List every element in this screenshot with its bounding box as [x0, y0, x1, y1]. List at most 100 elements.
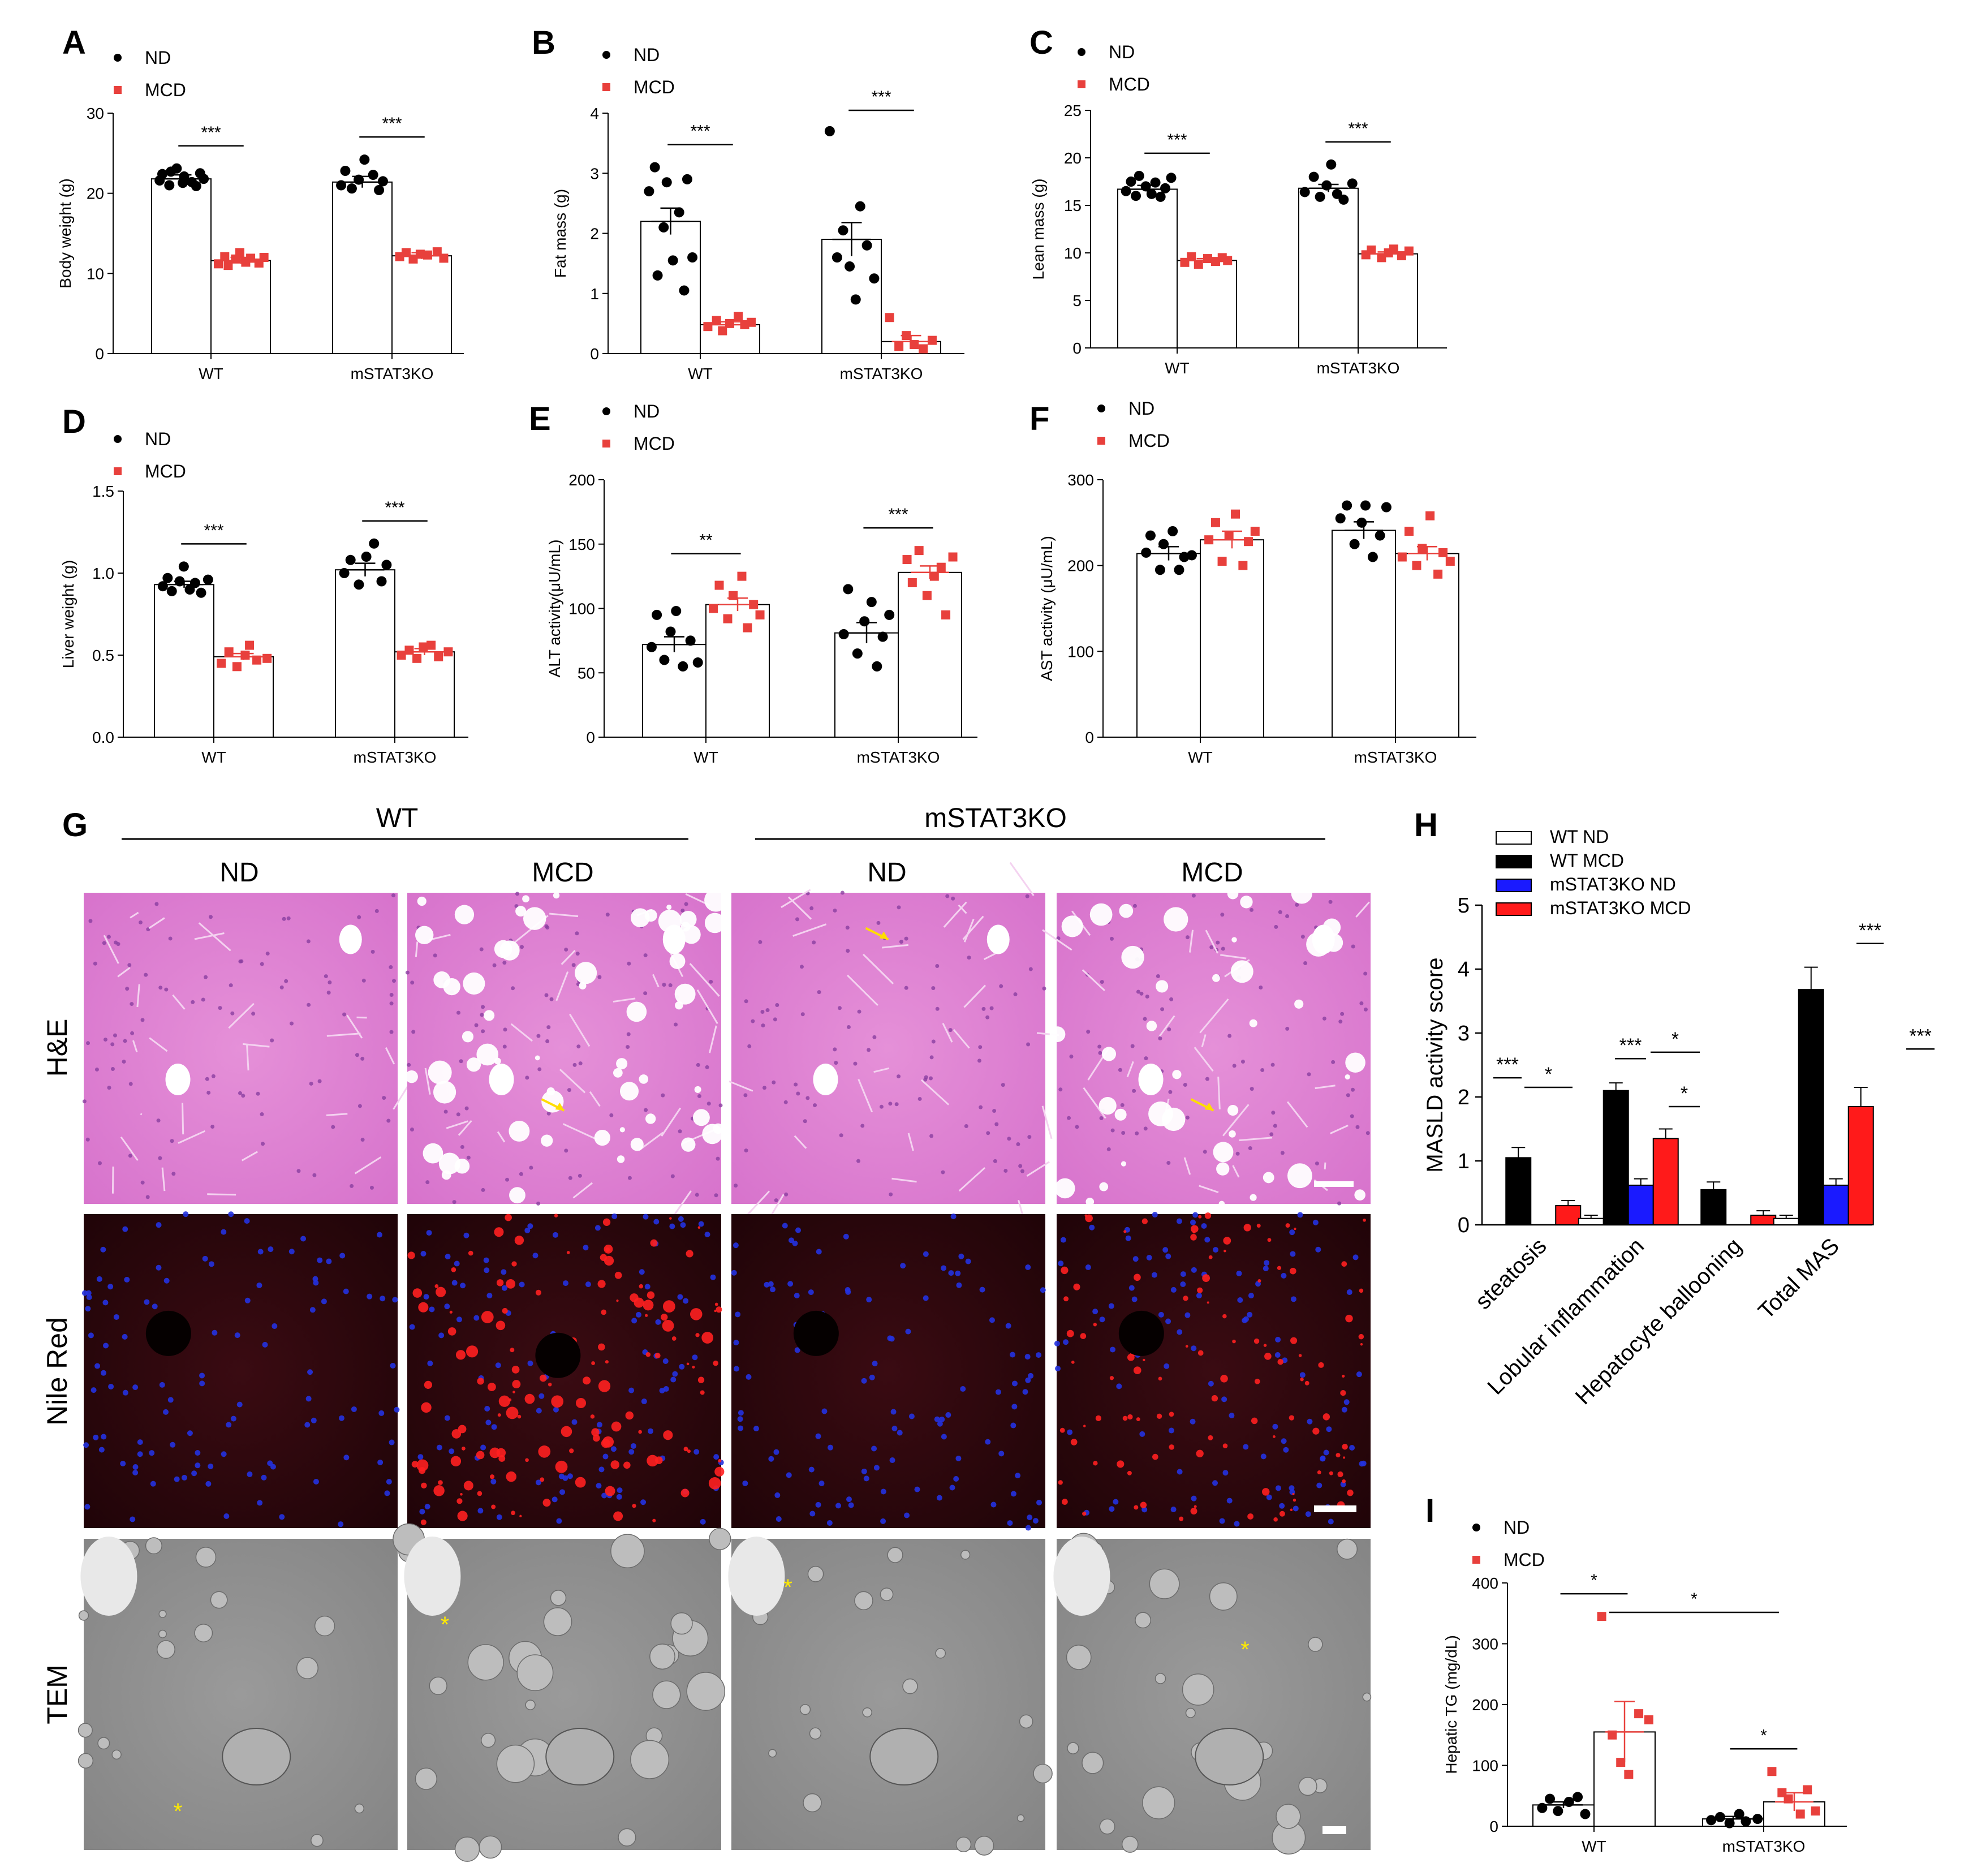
data-point-nd	[381, 560, 392, 570]
nucleus	[536, 1034, 541, 1038]
nucleus	[546, 1025, 551, 1030]
nucleus-dapi	[279, 1514, 285, 1520]
nucleus	[744, 1148, 748, 1153]
nucleus	[1118, 1068, 1122, 1072]
bar-mcd	[391, 255, 452, 354]
nucleus-dapi	[454, 1260, 460, 1267]
nucleus	[1168, 1090, 1173, 1094]
nucleus	[158, 1156, 162, 1160]
lipid-vacuole	[1322, 918, 1341, 936]
x-tick-label: steatosis	[1471, 1233, 1552, 1314]
nucleus	[1195, 1728, 1264, 1785]
lipid-droplet	[1127, 1353, 1135, 1361]
nucleus	[479, 947, 484, 952]
nucleus	[705, 1065, 709, 1069]
data-point-mcd	[1767, 1767, 1777, 1776]
nucleus-dapi	[818, 1481, 825, 1487]
nucleus	[696, 1062, 700, 1067]
lipid-droplet	[1185, 1707, 1196, 1718]
data-point-nd	[1338, 194, 1349, 205]
nucleus-dapi	[1289, 1229, 1295, 1236]
y-tick-label: 5	[1458, 894, 1470, 918]
lipid-droplet	[1262, 1488, 1270, 1496]
nucleus-dapi	[1236, 1270, 1242, 1276]
lipid-droplet	[519, 1514, 522, 1518]
lipid-droplet	[1133, 1366, 1141, 1375]
lipid-droplet	[314, 1615, 335, 1637]
bar-mcd	[1177, 260, 1237, 348]
nucleus	[833, 908, 837, 913]
lipid-droplet	[1340, 1389, 1346, 1396]
sinusoid	[178, 1130, 205, 1144]
nucleus	[103, 1038, 107, 1042]
micrograph-tem-2: *	[728, 1537, 1053, 1856]
nucleus	[145, 1195, 150, 1199]
nucleus	[284, 979, 288, 983]
significance-label: ***	[1859, 920, 1881, 941]
data-point-nd	[659, 655, 670, 665]
lipid-droplet	[686, 1672, 726, 1711]
nucleus-dapi	[698, 1221, 704, 1227]
y-axis-label: AST activity (μU/mL)	[1038, 536, 1056, 681]
nucleus-dapi	[602, 1453, 609, 1460]
nucleus-dapi	[94, 1363, 101, 1369]
nucleus	[289, 1021, 294, 1026]
nucleus-dapi	[693, 1449, 700, 1455]
nucleus-dapi	[835, 1503, 842, 1509]
sinusoid	[198, 922, 231, 952]
lipid-droplet	[647, 1291, 655, 1300]
nucleus-dapi	[816, 1249, 822, 1255]
sinusoid	[781, 889, 811, 909]
lipid-vacuole	[438, 1152, 460, 1174]
lipid-droplet	[809, 1727, 822, 1740]
lipid-vacuole	[1146, 1021, 1157, 1031]
bar-wt-mcd	[1798, 989, 1824, 1226]
nucleus-dapi	[1234, 1521, 1240, 1527]
lipid-droplet	[650, 1239, 658, 1247]
nucleus-dapi	[483, 1257, 489, 1263]
sinusoid	[882, 944, 909, 949]
nucleus-dapi	[770, 1286, 776, 1293]
nucleus	[929, 1134, 934, 1138]
lipid-droplet	[1267, 1238, 1272, 1242]
micrograph-tem-1: *	[393, 1523, 731, 1862]
bar-mcd	[1358, 253, 1418, 348]
data-point-mcd	[718, 326, 727, 335]
legend-swatch	[1496, 879, 1532, 892]
nucleus-dapi	[1025, 1264, 1031, 1271]
nucleus	[1169, 997, 1174, 1001]
nucleus-dapi	[88, 1332, 94, 1339]
legend-label-mcd: MCD	[1128, 431, 1170, 451]
data-point-nd	[855, 201, 865, 212]
nucleus-dapi	[1191, 1267, 1197, 1273]
lipid-droplet	[1198, 1215, 1202, 1219]
nucleus-dapi	[1170, 1507, 1177, 1513]
nucleus-dapi	[501, 1285, 507, 1291]
lipid-droplet	[463, 1481, 473, 1491]
nucleus	[1328, 900, 1333, 904]
lipid-vacuole	[1121, 945, 1144, 969]
nucleus	[935, 963, 940, 968]
lipid-droplet	[1300, 1378, 1304, 1382]
nucleus-dapi	[1108, 1303, 1114, 1309]
nucleus	[386, 1118, 391, 1123]
nucleus-dapi	[1054, 1340, 1060, 1346]
data-point-nd	[1160, 183, 1171, 193]
nucleus	[110, 1066, 115, 1071]
sinusoid	[1232, 1165, 1240, 1178]
nucleus-dapi	[1213, 1247, 1219, 1253]
nucleus-dapi	[1099, 1316, 1105, 1323]
bar-nd	[154, 584, 214, 738]
nucleus	[751, 1019, 755, 1023]
nucleus	[1018, 1164, 1023, 1168]
nucleus-dapi	[1125, 1235, 1131, 1241]
panel-letter: I	[1425, 1492, 1434, 1529]
lipid-droplet	[1363, 1218, 1366, 1222]
lipid-droplet	[1290, 1267, 1296, 1275]
nucleus	[164, 987, 169, 992]
data-point-nd	[667, 255, 678, 266]
nucleus	[999, 984, 1003, 988]
nucleus-dapi	[380, 1296, 386, 1302]
nucleus	[312, 1173, 317, 1177]
micrograph-he-2	[729, 862, 1053, 1223]
